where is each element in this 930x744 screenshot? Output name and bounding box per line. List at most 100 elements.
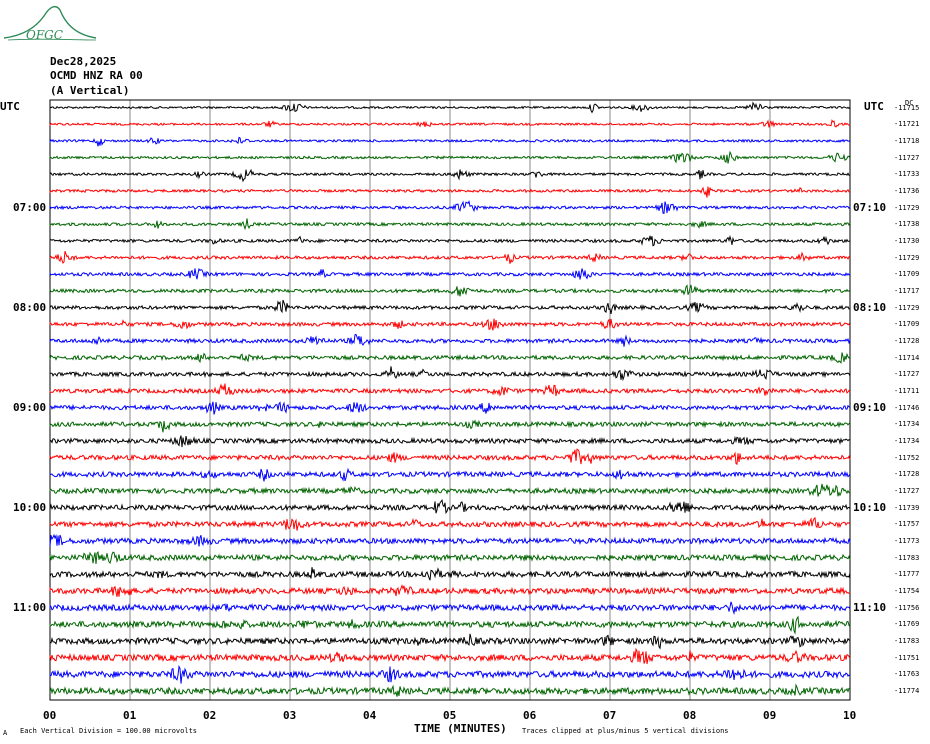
dc-offset-22: -11728	[894, 470, 920, 479]
right-hour-label-2: 09:10	[853, 400, 887, 414]
header-station: OCMD HNZ RA 00	[50, 69, 143, 82]
dc-offset-1: -11721	[894, 120, 920, 129]
logo-text: OFGC	[26, 28, 63, 42]
trace-row-31	[49, 615, 851, 635]
trace-row-28	[49, 567, 851, 581]
x-tick-03: 03	[283, 709, 297, 722]
dc-offset-18: -11746	[894, 403, 920, 412]
trace-row-32	[49, 633, 851, 650]
dc-offset-28: -11777	[894, 570, 920, 579]
dc-offset-30: -11756	[894, 603, 920, 612]
dc-offset-33: -11751	[894, 653, 920, 662]
trace-row-16	[49, 366, 851, 382]
dc-offset-27: -11783	[894, 553, 920, 562]
dc-offset-0: -11715	[894, 103, 920, 112]
x-tick-06: 06	[523, 709, 537, 722]
dc-offset-20: -11734	[894, 436, 920, 445]
dc-offset-15: -11714	[894, 353, 920, 362]
trace-row-19	[49, 419, 851, 433]
trace-row-18	[49, 401, 851, 415]
trace-row-6	[49, 200, 851, 215]
trace-row-0	[49, 101, 851, 114]
right-hour-label-3: 10:10	[853, 500, 887, 514]
x-tick-08: 08	[683, 709, 697, 722]
dc-offset-31: -11769	[894, 620, 920, 629]
trace-row-8	[49, 234, 851, 247]
dc-offset-3: -11727	[894, 153, 920, 162]
left-hour-label-1: 08:00	[13, 300, 47, 314]
trace-row-23	[49, 483, 851, 497]
dc-offset-25: -11757	[894, 520, 920, 529]
left-hour-label-3: 10:00	[13, 500, 47, 514]
header-date: Dec28,2025	[50, 55, 117, 68]
trace-row-35	[49, 683, 851, 697]
dc-offset-34: -11763	[894, 670, 920, 679]
trace-row-29	[49, 584, 851, 597]
x-tick-10: 10	[843, 709, 857, 722]
clip-note: Traces clipped at plus/minus 5 vertical …	[522, 727, 729, 735]
trace-row-15	[49, 352, 851, 364]
ofgc-logo	[3, 5, 97, 41]
trace-row-1	[49, 119, 851, 128]
utc-label-right: UTC	[864, 100, 884, 113]
trace-row-9	[49, 251, 851, 264]
trace-row-11	[49, 284, 851, 297]
dc-offset-17: -11711	[894, 386, 920, 395]
dc-offset-29: -11754	[894, 586, 920, 595]
dc-offset-7: -11738	[894, 220, 920, 229]
scale-note: Each Vertical Division = 100.00 microvol…	[20, 727, 198, 735]
dc-offset-8: -11730	[894, 236, 920, 245]
x-tick-02: 02	[203, 709, 217, 722]
trace-row-10	[49, 267, 851, 280]
dc-offset-35: -11774	[894, 687, 920, 695]
dc-offset-32: -11783	[894, 636, 920, 645]
trace-row-13	[49, 318, 851, 331]
trace-row-24	[49, 499, 851, 515]
trace-row-21	[49, 448, 851, 466]
trace-row-4	[49, 168, 850, 183]
dc-offset-10: -11709	[894, 270, 920, 279]
x-tick-09: 09	[763, 709, 777, 722]
dc-offset-4: -11733	[894, 170, 920, 179]
header-component: (A Vertical)	[50, 84, 130, 97]
trace-row-30	[49, 601, 851, 616]
dc-offset-14: -11728	[894, 336, 920, 345]
trace-row-26	[49, 533, 851, 547]
dc-offset-16: -11727	[894, 370, 920, 379]
x-tick-05: 05	[443, 709, 457, 722]
trace-row-3	[49, 150, 851, 164]
trace-row-2	[49, 136, 851, 147]
x-tick-01: 01	[123, 709, 137, 722]
trace-row-20	[49, 435, 851, 448]
dc-offset-13: -11709	[894, 320, 920, 329]
dc-offset-12: -11729	[894, 303, 920, 312]
trace-row-25	[49, 516, 851, 531]
left-hour-label-4: 11:00	[13, 600, 47, 614]
dc-offset-6: -11729	[894, 203, 920, 212]
corner-mark: A	[3, 729, 8, 737]
dc-offset-9: -11729	[894, 253, 920, 262]
trace-row-14	[49, 333, 851, 347]
trace-row-22	[49, 467, 851, 482]
trace-row-27	[49, 550, 851, 565]
dc-label: DC	[905, 99, 914, 107]
plot-frame	[49, 99, 851, 701]
trace-row-5	[49, 186, 850, 198]
dc-offset-5: -11736	[894, 186, 920, 195]
left-hour-label-2: 09:00	[13, 400, 47, 414]
x-tick-07: 07	[603, 709, 617, 722]
trace-row-33	[49, 647, 851, 665]
right-hour-label-4: 11:10	[853, 600, 887, 614]
dc-offset-24: -11739	[894, 503, 920, 512]
dc-offset-11: -11717	[894, 286, 920, 295]
trace-row-17	[49, 383, 851, 397]
x-tick-04: 04	[363, 709, 377, 722]
dc-offset-2: -11718	[894, 136, 920, 145]
dc-offset-26: -11773	[894, 536, 920, 545]
dc-offset-21: -11752	[894, 453, 920, 462]
right-hour-label-0: 07:10	[853, 200, 887, 214]
right-hour-label-1: 08:10	[853, 300, 887, 314]
x-axis-title: TIME (MINUTES)	[414, 722, 507, 735]
x-tick-00: 00	[43, 709, 57, 722]
dc-offset-19: -11734	[894, 420, 920, 429]
